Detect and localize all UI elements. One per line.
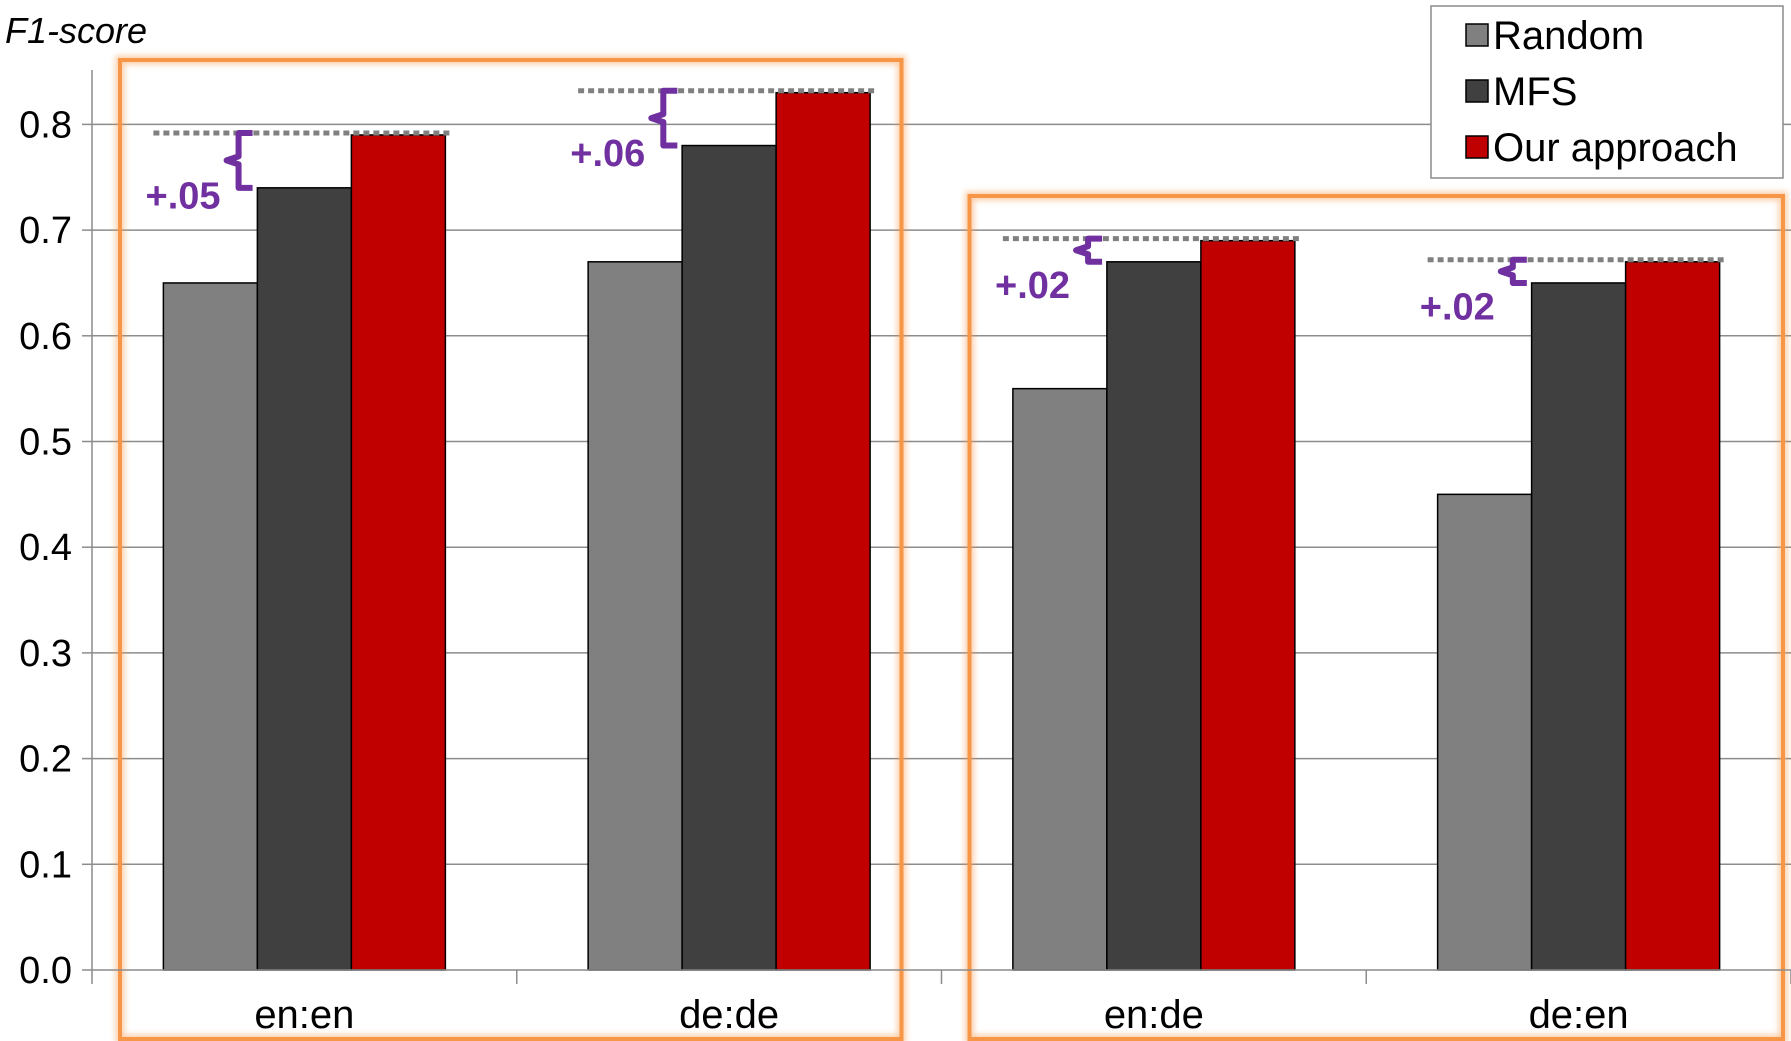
legend-label: MFS — [1493, 70, 1577, 114]
bar-our-approach — [775, 91, 871, 971]
bar-mfs — [256, 187, 353, 971]
improvement-label: +.02 — [995, 265, 1070, 307]
bars — [162, 91, 1721, 971]
y-axis-label: F1-score — [5, 10, 147, 51]
x-tick-label: en:de — [1104, 993, 1204, 1037]
y-tick-label: 0.0 — [19, 950, 72, 992]
legend-swatch — [1465, 23, 1489, 47]
y-tick-label: 0.6 — [19, 316, 72, 358]
highlight-boxes — [115, 55, 1788, 1041]
annotations: +.05 +.06 +.02 +.02 — [146, 87, 1728, 328]
bracket-icon — [1073, 235, 1103, 265]
x-tick-label: de:de — [679, 993, 779, 1037]
bar-our-approach — [350, 134, 447, 971]
y-tick-label: 0.4 — [19, 527, 72, 569]
bracket-icon — [223, 129, 253, 191]
bar-our-approach — [1624, 261, 1721, 971]
bar-our-approach — [1200, 239, 1296, 971]
improvement-label: +.06 — [570, 133, 645, 175]
improvement-label: +.05 — [146, 175, 221, 217]
legend-label: Our approach — [1493, 126, 1738, 170]
highlight-box — [967, 194, 1785, 1041]
y-tick-label: 0.2 — [19, 739, 72, 781]
x-tick-label: de:en — [1529, 993, 1629, 1037]
bar-mfs — [681, 144, 777, 971]
bracket-icon — [648, 87, 678, 149]
bar-random — [587, 261, 683, 971]
bar-random — [1436, 493, 1533, 971]
legend-box — [1430, 5, 1784, 179]
highlight-box — [118, 58, 904, 1041]
y-tick-label: 0.5 — [19, 422, 72, 464]
axes: 0.0 0.1 0.2 0.3 0.4 0.5 0.6 0.7 0.8 en:en de:de en:… — [19, 70, 1791, 1037]
bar-mfs — [1106, 261, 1202, 971]
legend-swatch — [1465, 135, 1489, 159]
bar-random — [162, 282, 259, 971]
y-tick-label: 0.1 — [19, 844, 72, 886]
legend-label: Random — [1493, 14, 1644, 58]
y-tick-label: 0.8 — [19, 104, 72, 146]
y-tick-label: 0.3 — [19, 633, 72, 675]
y-tick-label: 0.7 — [19, 210, 72, 252]
bar-random — [1012, 387, 1108, 971]
bracket-icon — [1497, 256, 1527, 286]
improvement-label: +.02 — [1420, 286, 1495, 328]
bar-mfs — [1530, 282, 1627, 971]
x-tick-label: en:en — [254, 993, 354, 1037]
legend: Random MFS Our approach — [1430, 5, 1784, 179]
legend-swatch — [1465, 79, 1489, 103]
